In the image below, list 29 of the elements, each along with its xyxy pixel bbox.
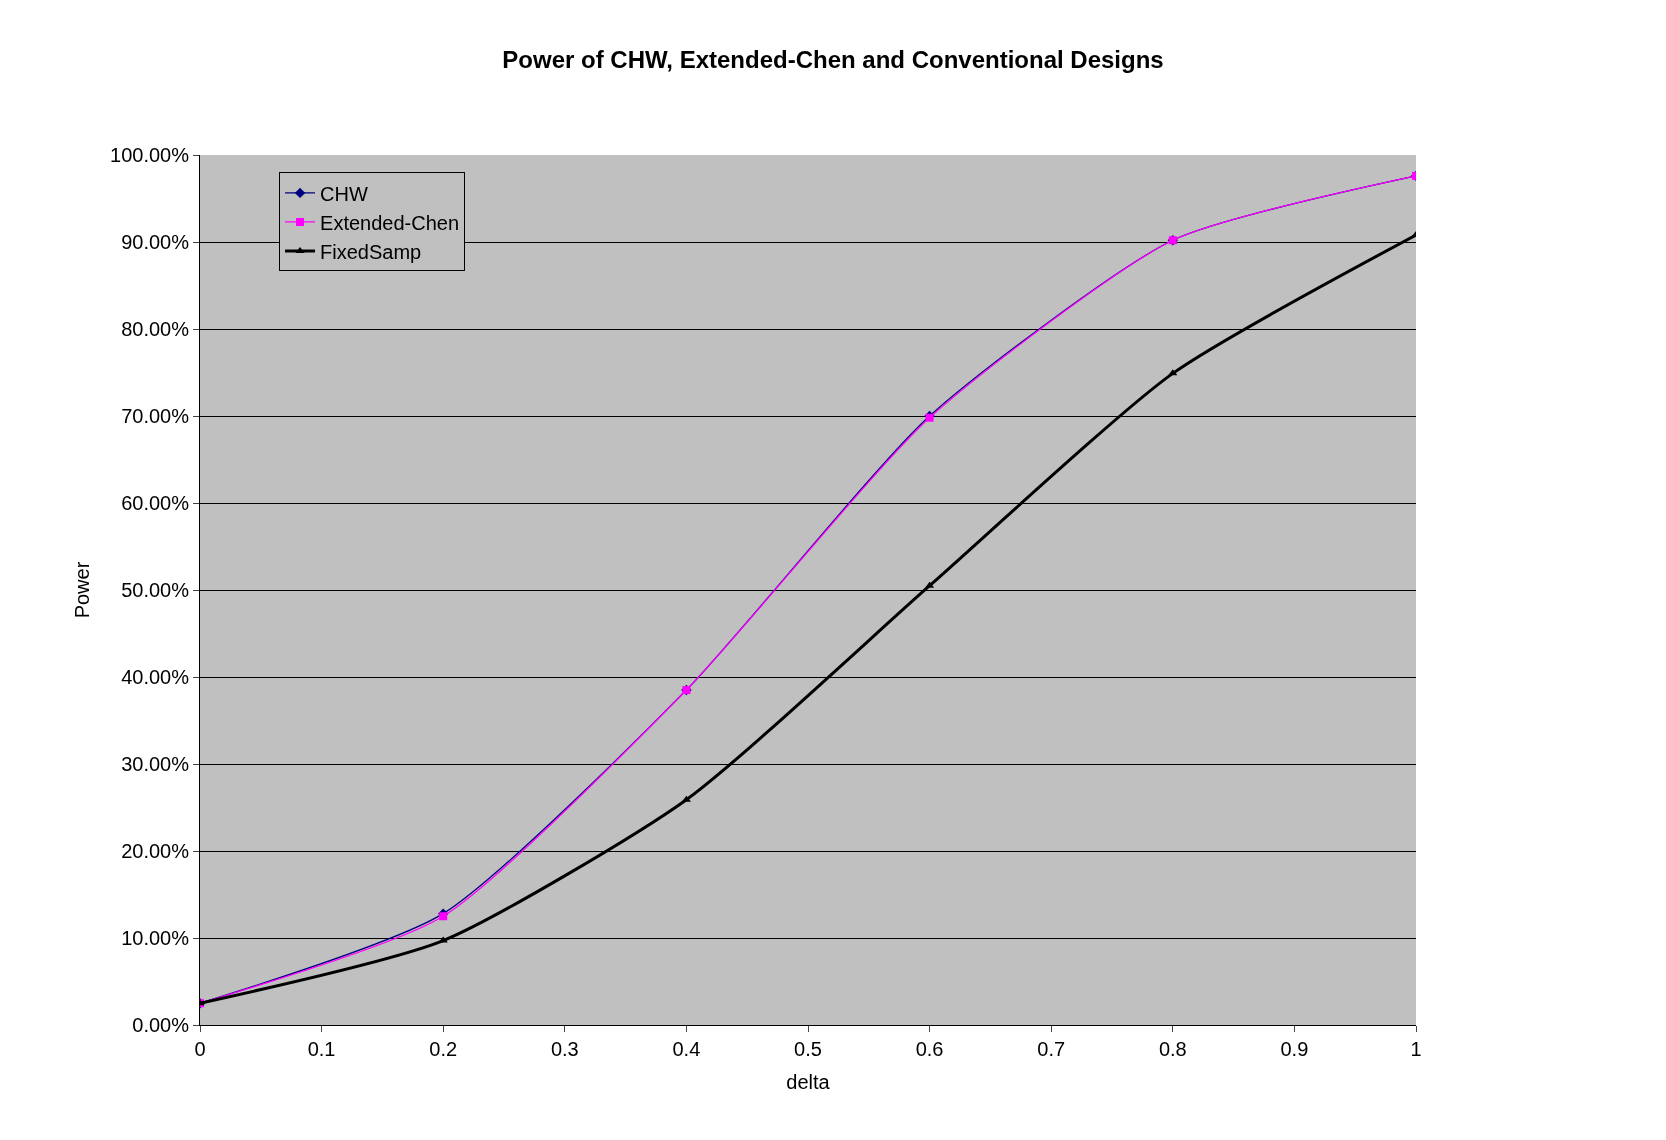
x-tick-label: 0.6 — [915, 1038, 944, 1060]
x-tick-label: 0.3 — [550, 1038, 579, 1060]
legend-label: Extended-Chen — [320, 211, 460, 234]
chart-title: Power of CHW, Extended-Chen and Conventional Designs — [502, 46, 1164, 74]
legend-label: FixedSamp — [320, 240, 422, 263]
x-tick-label: 0.7 — [1037, 1038, 1066, 1060]
y-tick-label: 60.00% — [121, 492, 190, 514]
y-tick-label: 40.00% — [121, 666, 190, 688]
legend-label: CHW — [320, 182, 368, 205]
x-tick-label: 0.9 — [1280, 1038, 1309, 1060]
x-tick-label: 0.2 — [429, 1038, 458, 1060]
x-tick-label: 0.8 — [1158, 1038, 1187, 1060]
x-tick-label: 0.5 — [794, 1038, 822, 1060]
x-axis-title: delta — [786, 1070, 831, 1093]
x-tick-label: 0.1 — [307, 1038, 336, 1060]
y-tick-label: 100.00% — [110, 144, 190, 166]
y-tick-label: 20.00% — [121, 840, 190, 862]
x-tick-label: 0.4 — [672, 1038, 701, 1060]
y-tick-label: 10.00% — [121, 927, 190, 949]
y-tick-label: 0.00% — [132, 1014, 190, 1036]
y-tick-label: 90.00% — [121, 231, 190, 253]
y-tick-label: 30.00% — [121, 753, 190, 775]
x-tick-label: 0 — [194, 1038, 206, 1060]
y-tick-label: 70.00% — [121, 405, 190, 427]
y-tick-label: 50.00% — [121, 579, 190, 601]
y-axis-title: Power — [70, 561, 93, 619]
x-tick-label: 1 — [1410, 1038, 1422, 1060]
y-tick-label: 80.00% — [121, 318, 190, 340]
point — [439, 912, 448, 921]
